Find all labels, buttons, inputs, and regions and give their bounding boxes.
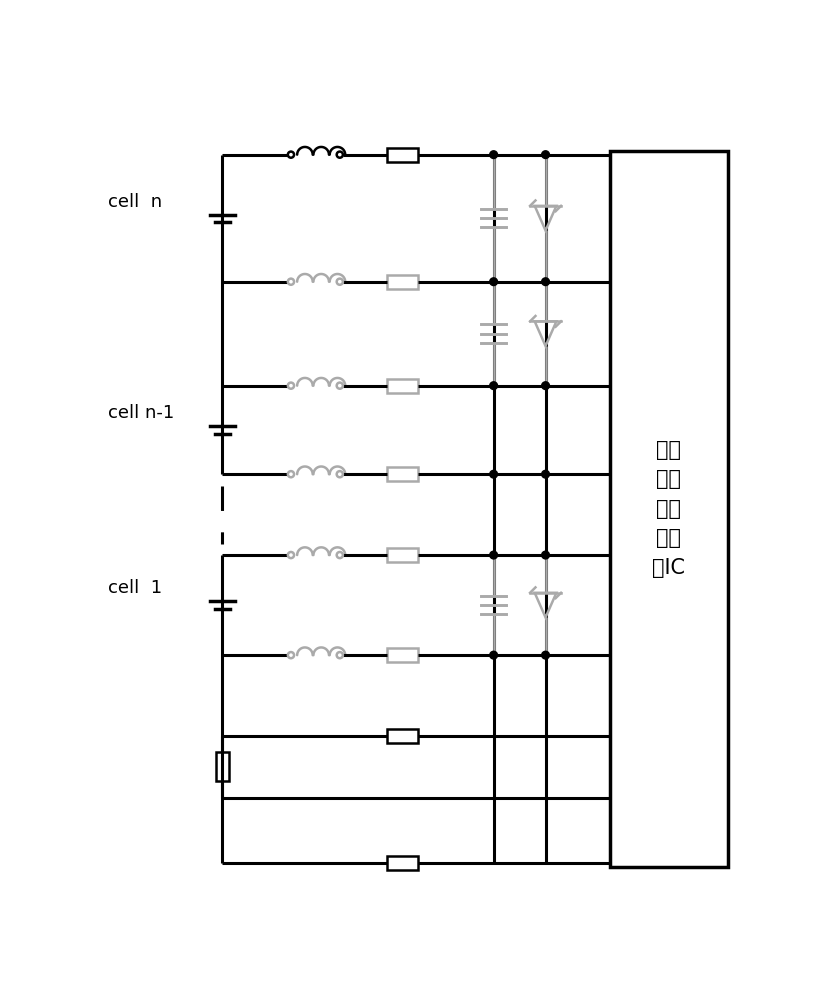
Circle shape: [490, 470, 497, 478]
Bar: [388, 148, 419, 162]
Text: cell n-1: cell n-1: [109, 404, 175, 422]
Text: 数字
或模
拟前
端采
集IC: 数字 或模 拟前 端采 集IC: [652, 440, 685, 578]
Circle shape: [490, 551, 497, 559]
Circle shape: [490, 382, 497, 390]
Bar: [388, 548, 419, 562]
Circle shape: [542, 651, 550, 659]
Circle shape: [542, 382, 550, 390]
Bar: [388, 648, 419, 662]
Circle shape: [490, 151, 497, 158]
Circle shape: [542, 470, 550, 478]
Circle shape: [490, 651, 497, 659]
Circle shape: [542, 151, 550, 158]
Bar: [388, 729, 419, 743]
Bar: [388, 856, 419, 870]
Bar: [388, 467, 419, 481]
Circle shape: [542, 278, 550, 286]
Bar: [216, 752, 228, 781]
Bar: [388, 379, 419, 393]
Circle shape: [490, 278, 497, 286]
Bar: [388, 275, 419, 289]
Circle shape: [542, 551, 550, 559]
Text: cell  n: cell n: [109, 193, 163, 211]
Bar: [610, 151, 728, 867]
Text: cell  1: cell 1: [109, 579, 163, 597]
